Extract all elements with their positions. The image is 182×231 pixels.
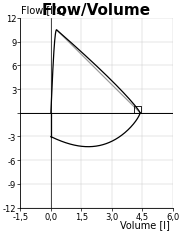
Text: Flow [l/s]: Flow [l/s] [21,5,66,15]
Text: Volume [l]: Volume [l] [120,219,170,229]
Title: Flow/Volume: Flow/Volume [42,3,151,18]
